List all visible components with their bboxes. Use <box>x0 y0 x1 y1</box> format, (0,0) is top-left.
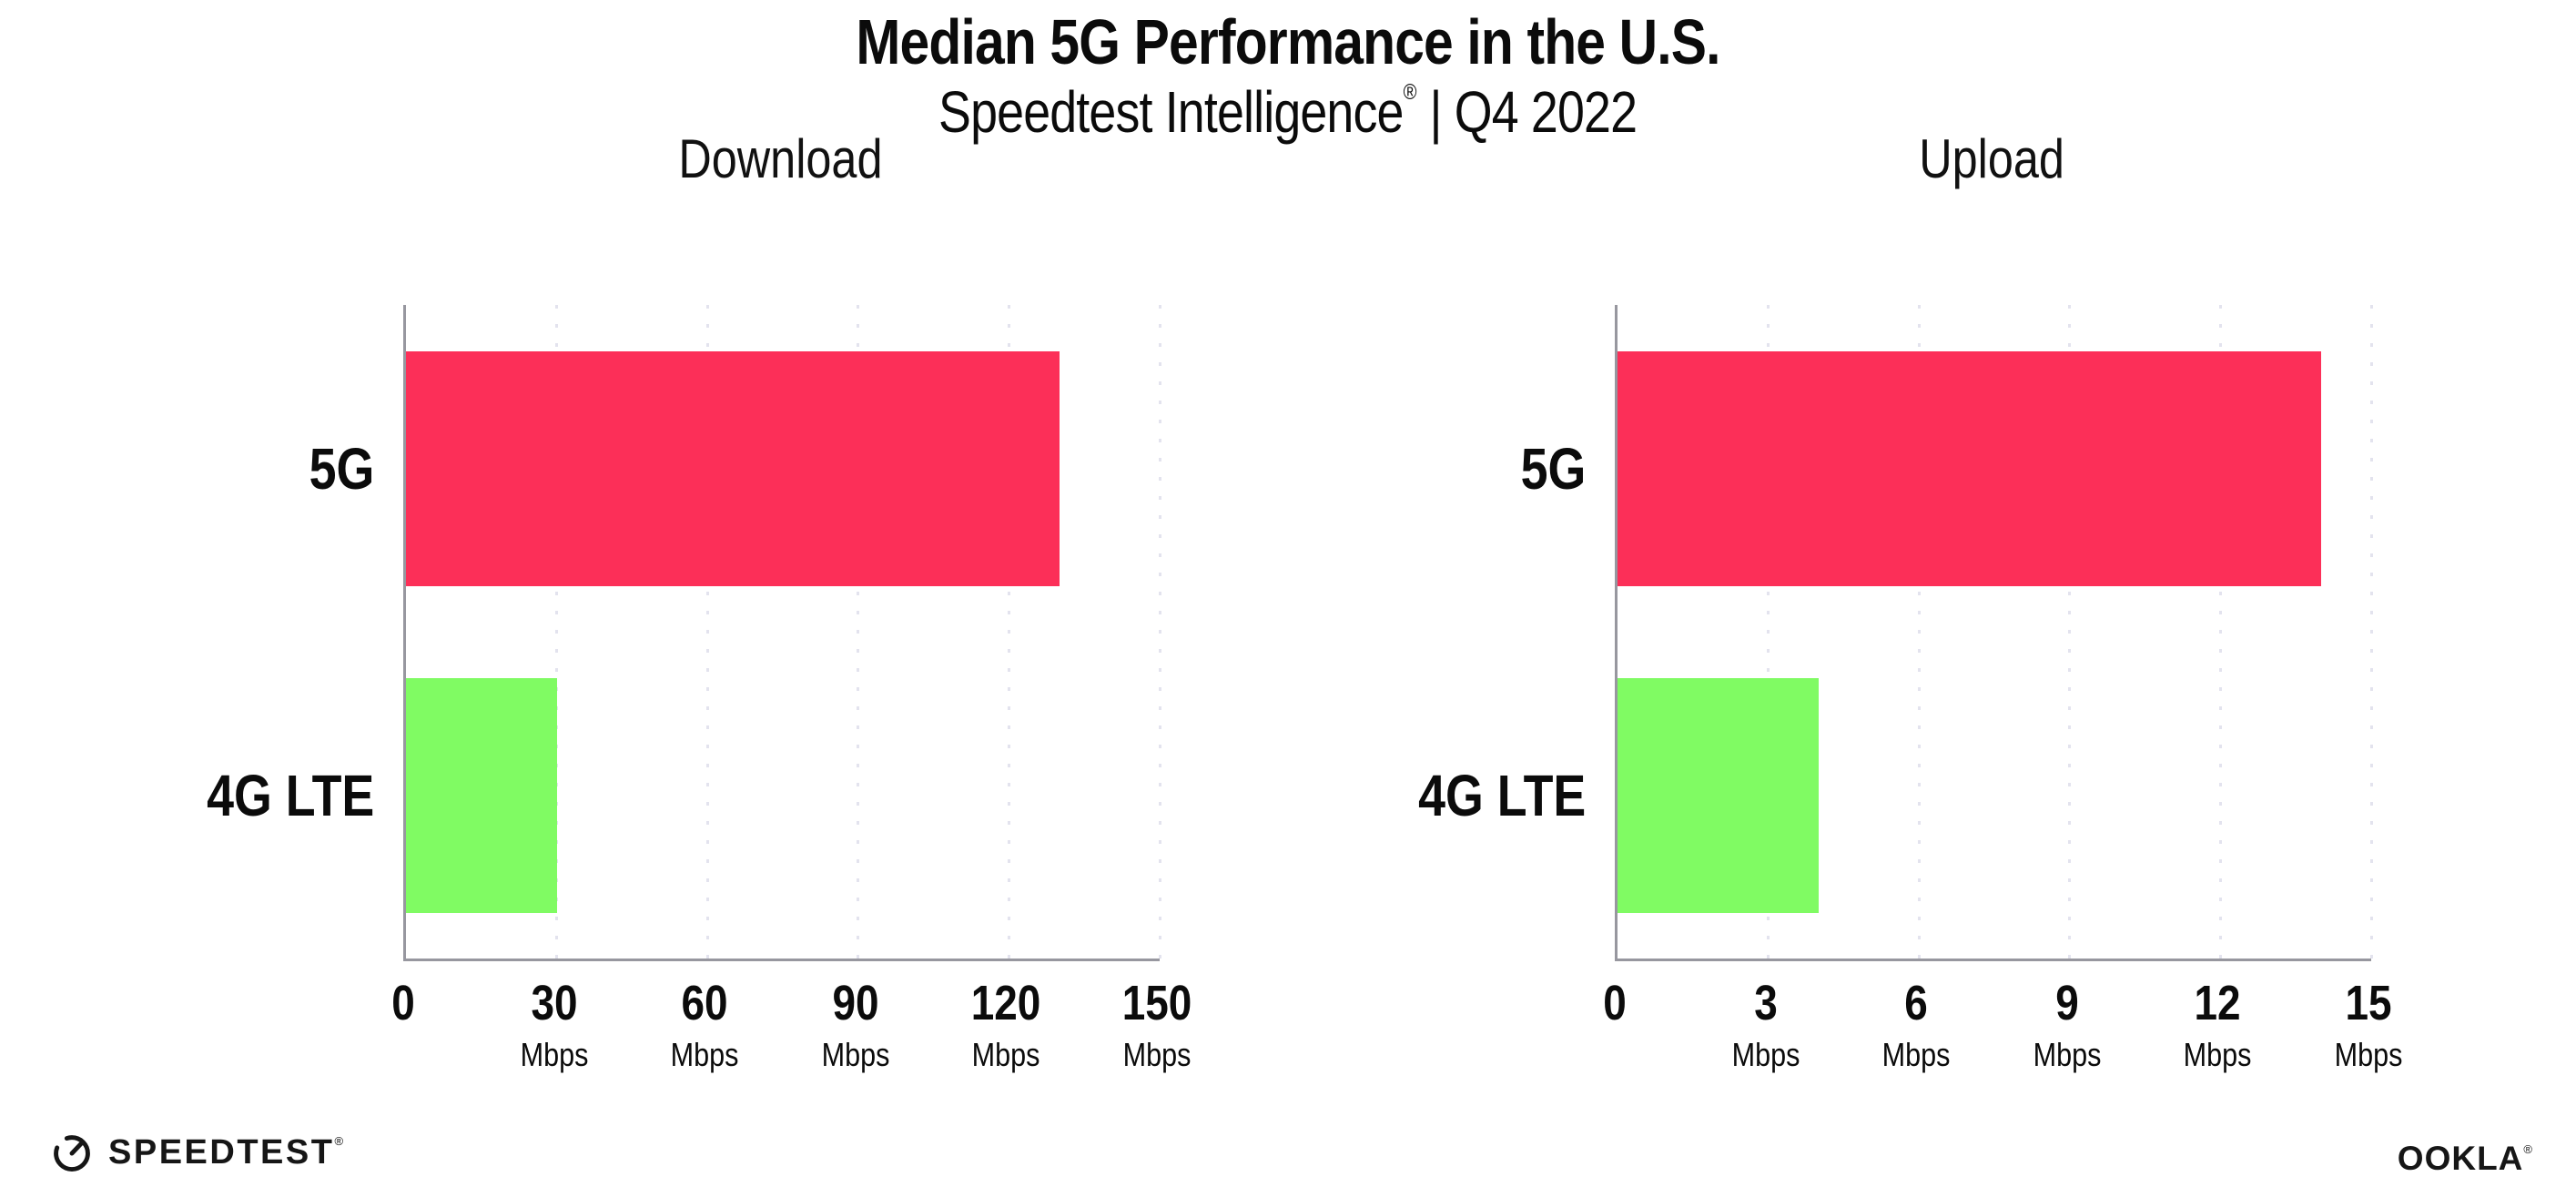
chart-title-text: Download <box>677 128 883 189</box>
category-label-4g-lte: 4G LTE <box>175 762 374 829</box>
x-tick-unit: Mbps <box>2334 1036 2403 1073</box>
x-tick-unit: Mbps <box>1122 1036 1192 1073</box>
x-tick-value: 90 <box>832 976 879 1030</box>
gridline-15-mbps <box>2369 305 2373 959</box>
bar-5g <box>1618 350 2321 586</box>
x-tick-30-download: 30 Mbps <box>469 977 639 1075</box>
chart-title-text: Upload <box>1919 128 2064 189</box>
x-tick-unit: Mbps <box>670 1036 739 1073</box>
x-tick-6-upload: 6 Mbps <box>1831 977 2002 1075</box>
page-title: Median 5G Performance in the U.S. <box>0 5 2576 78</box>
x-tick-0-download: 0 <box>319 977 489 1030</box>
gridline-9-mbps <box>2068 305 2072 959</box>
ookla-wordmark: OOKLA <box>2397 1140 2524 1177</box>
x-tick-value: 0 <box>391 976 415 1030</box>
x-tick-3-upload: 3 Mbps <box>1680 977 1851 1075</box>
x-tick-unit: Mbps <box>1881 1036 1951 1073</box>
speedtest-logo: SPEEDTEST® <box>50 1131 343 1174</box>
category-label-5g: 5G <box>1508 435 1586 502</box>
gridline-150-mbps <box>1158 305 1161 959</box>
x-tick-value: 120 <box>971 976 1041 1030</box>
x-tick-value: 6 <box>1904 976 1928 1030</box>
chart-download: Download 5G 4G LTE 0 30 Mbps 60 Mbps 90 Mbps 120 Mb… <box>112 127 1193 1147</box>
x-tick-150-download: 150 Mbps <box>1072 977 1242 1075</box>
x-tick-60-download: 60 Mbps <box>620 977 790 1075</box>
page-subtitle-text: Speedtest Intelligence® | Q4 2022 <box>938 78 1638 146</box>
subtitle-separator: | <box>1416 79 1455 145</box>
x-tick-unit: Mbps <box>1731 1036 1800 1073</box>
category-label-text: 4G LTE <box>1417 762 1586 828</box>
subtitle-brand: Speedtest Intelligence <box>938 79 1404 145</box>
gridline-90-mbps <box>857 305 860 959</box>
x-tick-12-upload: 12 Mbps <box>2133 977 2303 1075</box>
x-tick-unit: Mbps <box>520 1036 589 1073</box>
x-tick-value: 150 <box>1121 976 1192 1030</box>
category-label-text: 5G <box>309 435 374 502</box>
gridline-6-mbps <box>1917 305 1921 959</box>
bar-5g <box>406 350 1060 586</box>
x-tick-120-download: 120 Mbps <box>921 977 1091 1075</box>
x-tick-value: 60 <box>681 976 728 1030</box>
subtitle-period: Q4 2022 <box>1455 79 1638 145</box>
chart-title-download: Download <box>403 127 1157 190</box>
category-label-text: 4G LTE <box>206 762 374 828</box>
ookla-registered-symbol: ® <box>2523 1142 2532 1156</box>
page-subtitle: Speedtest Intelligence® | Q4 2022 <box>0 78 2576 146</box>
gridline-120-mbps <box>1007 305 1010 959</box>
x-tick-unit: Mbps <box>821 1036 890 1073</box>
x-tick-unit: Mbps <box>971 1036 1040 1073</box>
x-tick-0-upload: 0 <box>1530 977 1700 1030</box>
category-label-5g: 5G <box>297 435 374 502</box>
bar-4g-lte <box>406 677 557 913</box>
x-tick-90-download: 90 Mbps <box>770 977 940 1075</box>
chart-upload: Upload 5G 4G LTE 0 3 Mbps 6 Mbps 9 Mbps 12 Mbps 15 Mb… <box>1323 127 2405 1147</box>
category-label-4g-lte: 4G LTE <box>1386 762 1586 829</box>
gridline-60-mbps <box>705 305 709 959</box>
x-tick-9-upload: 9 Mbps <box>1982 977 2152 1075</box>
speedtest-gauge-icon <box>54 1135 90 1172</box>
x-tick-15-upload: 15 Mbps <box>2284 977 2454 1075</box>
x-tick-value: 30 <box>531 976 578 1030</box>
page-title-text: Median 5G Performance in the U.S. <box>856 6 1720 77</box>
speedtest-registered-symbol: ® <box>334 1133 344 1148</box>
registered-trademark-symbol: ® <box>1403 80 1417 105</box>
plot-area-download <box>403 305 1161 961</box>
speedtest-wordmark: SPEEDTEST® <box>108 1132 344 1172</box>
x-tick-value: 12 <box>2194 976 2241 1030</box>
x-tick-value: 9 <box>2055 976 2079 1030</box>
x-tick-unit: Mbps <box>2033 1036 2102 1073</box>
gridline-30-mbps <box>555 305 559 959</box>
plot-area-upload <box>1615 305 2373 961</box>
category-label-text: 5G <box>1520 435 1586 502</box>
bar-4g-lte <box>1618 677 1819 913</box>
x-tick-value: 0 <box>1603 976 1627 1030</box>
gridline-12-mbps <box>2218 305 2222 959</box>
gridline-3-mbps <box>1767 305 1770 959</box>
chart-title-upload: Upload <box>1615 127 2368 190</box>
ookla-logo: OOKLA® <box>2398 1140 2532 1178</box>
x-tick-value: 15 <box>2345 976 2392 1030</box>
x-tick-unit: Mbps <box>2183 1036 2252 1073</box>
x-tick-value: 3 <box>1753 976 1778 1030</box>
